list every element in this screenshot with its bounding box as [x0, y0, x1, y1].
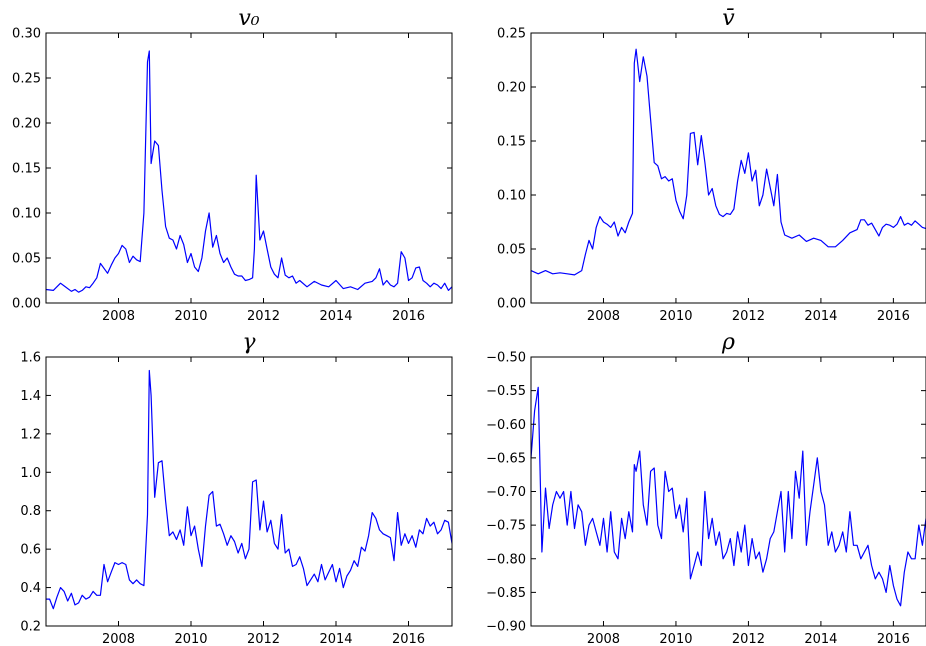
y-tick-label-v0-5: 0.25	[12, 72, 41, 87]
y-tick-label-gamma-1: 0.4	[20, 581, 41, 596]
axes-frame-vbar	[530, 32, 926, 304]
x-tick-label-v0-4: 2016	[392, 309, 425, 324]
y-tick-label-v0-3: 0.15	[12, 162, 41, 177]
y-tick-label-gamma-4: 1.0	[20, 466, 41, 481]
x-tick-label-rho-2: 2012	[732, 632, 765, 646]
y-tick-label-vbar-1: 0.05	[497, 243, 526, 258]
y-tick-label-rho-2: −0.80	[486, 552, 526, 567]
x-tick-label-v0-1: 2010	[174, 309, 207, 324]
x-tick-label-gamma-0: 2008	[102, 632, 135, 646]
chart-title-gamma: γ	[242, 330, 256, 355]
x-tick-label-vbar-4: 2016	[877, 309, 910, 324]
y-tick-label-gamma-0: 0.2	[20, 620, 41, 635]
y-tick-label-rho-6: −0.60	[486, 418, 526, 433]
y-tick-label-v0-6: 0.30	[12, 27, 41, 42]
y-tick-label-vbar-4: 0.20	[497, 81, 526, 96]
chart-title-v0: v₀	[238, 6, 259, 31]
y-tick-label-vbar-5: 0.25	[497, 27, 526, 42]
y-tick-label-rho-4: −0.70	[486, 485, 526, 500]
axes-frame-v0	[45, 32, 453, 304]
x-tick-label-v0-3: 2014	[319, 309, 352, 324]
chart-panel-vbar: 2008 2010 2012 2014 2016 0.00 0.05 0.10 0.15 0.20…	[497, 6, 926, 324]
x-tick-label-gamma-1: 2010	[174, 632, 207, 646]
axes-frame-rho	[530, 356, 926, 627]
y-tick-label-gamma-5: 1.2	[20, 427, 41, 442]
chart-title-vbar: v̄	[722, 6, 735, 31]
x-tick-label-vbar-3: 2014	[804, 309, 837, 324]
series-line-v0-0	[45, 50, 453, 293]
y-tick-label-gamma-3: 0.8	[20, 504, 41, 519]
series-line-rho-0	[530, 386, 926, 607]
y-tick-label-rho-0: −0.90	[486, 620, 526, 635]
y-tick-label-vbar-0: 0.00	[497, 297, 526, 312]
chart-panel-v0: 2008 2010 2012 2014 2016 0.00 0.05 0.10 0.15 0.20…	[12, 6, 453, 324]
x-tick-label-v0-0: 2008	[102, 309, 135, 324]
y-tick-label-gamma-7: 1.6	[20, 351, 41, 366]
x-tick-label-rho-0: 2008	[587, 632, 620, 646]
y-tick-label-gamma-6: 1.4	[20, 389, 41, 404]
x-tick-label-rho-3: 2014	[804, 632, 837, 646]
chart-panel-gamma: 2008 2010 2012 2014 2016 0.2 0.4 0.6 0.8 1.0 1.2 1.…	[20, 330, 453, 646]
x-tick-label-gamma-4: 2016	[392, 632, 425, 646]
y-tick-label-vbar-2: 0.10	[497, 189, 526, 204]
series-line-vbar-0	[530, 48, 926, 276]
x-tick-label-vbar-0: 2008	[587, 309, 620, 324]
y-tick-label-rho-1: −0.85	[486, 586, 526, 601]
x-tick-label-gamma-2: 2012	[247, 632, 280, 646]
x-tick-label-gamma-3: 2014	[319, 632, 352, 646]
y-tick-label-vbar-3: 0.15	[497, 135, 526, 150]
y-tick-label-rho-3: −0.75	[486, 519, 526, 534]
y-tick-label-v0-2: 0.10	[12, 207, 41, 222]
y-tick-label-v0-1: 0.05	[12, 252, 41, 267]
axes-frame-gamma	[45, 356, 453, 627]
x-tick-label-vbar-2: 2012	[732, 309, 765, 324]
series-line-gamma-0	[46, 369, 453, 610]
chart-title-rho: ρ	[721, 330, 735, 355]
x-tick-label-v0-2: 2012	[247, 309, 280, 324]
y-tick-label-rho-8: −0.50	[486, 351, 526, 366]
x-tick-label-rho-1: 2010	[659, 632, 692, 646]
x-tick-label-vbar-1: 2010	[659, 309, 692, 324]
y-tick-label-v0-4: 0.20	[12, 117, 41, 132]
chart-panel-rho: 2008 2010 2012 2014 2016 −0.90 −0.85 −0.80 −0.75…	[486, 330, 926, 646]
x-tick-label-rho-4: 2016	[877, 632, 910, 646]
y-tick-label-v0-0: 0.00	[12, 297, 41, 312]
y-tick-label-rho-7: −0.55	[486, 384, 526, 399]
y-tick-label-gamma-2: 0.6	[20, 543, 41, 558]
y-tick-label-rho-5: −0.65	[486, 451, 526, 466]
